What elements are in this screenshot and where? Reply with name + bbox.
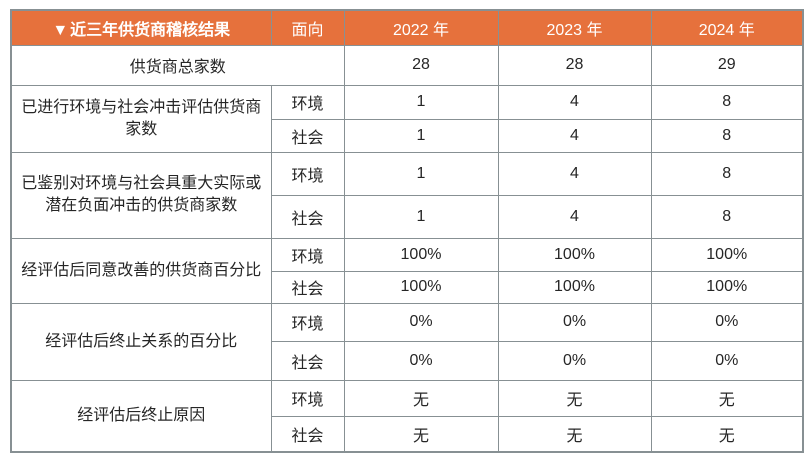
table-row: 已鉴别对环境与社会具重大实际或潜在负面冲击的供货商家数 环境 1 4 8 <box>10 151 804 239</box>
value-cell: 1 <box>343 118 499 153</box>
value-cell: 4 <box>497 194 652 239</box>
aspect-cell: 社会 <box>270 118 345 153</box>
supplier-audit-table: ▼ 近三年供货商稽核结果 面向 2022 年 2023 年 2024 年 供货商总… <box>10 9 804 453</box>
value-cell: 4 <box>497 84 652 120</box>
value-cell: 8 <box>650 151 804 196</box>
value-cell: 100% <box>343 237 499 272</box>
aspect-cell: 社会 <box>270 340 345 381</box>
value-cell: 0% <box>497 302 652 342</box>
aspect-cell: 环境 <box>270 84 345 120</box>
value-cell: 4 <box>497 118 652 153</box>
value-cell: 28 <box>343 44 499 86</box>
value-cell: 100% <box>650 270 804 304</box>
value-cell: 8 <box>650 118 804 153</box>
value-cell: 4 <box>497 151 652 196</box>
table-row: 社会 无 无 无 <box>11 415 804 453</box>
category-cell: 已进行环境与社会冲击评估供货商家数 <box>10 84 272 153</box>
value-cell: 8 <box>650 84 804 120</box>
value-cell: 100% <box>343 270 499 304</box>
value-cell: 100% <box>497 270 652 304</box>
value-cell: 8 <box>650 194 804 239</box>
value-cell: 0% <box>497 340 652 381</box>
table-row: 社会 0% 0% 0% <box>11 340 804 381</box>
table-row: 社会 1 4 8 <box>11 194 804 239</box>
value-cell: 无 <box>497 415 652 453</box>
category-cell: 经评估后终止原因 <box>10 379 272 453</box>
triangle-down-icon: ▼ <box>52 21 69 39</box>
value-cell: 100% <box>650 237 804 272</box>
value-cell: 1 <box>343 84 499 120</box>
aspect-cell: 环境 <box>270 302 345 342</box>
category-cell: 已鉴别对环境与社会具重大实际或潜在负面冲击的供货商家数 <box>10 151 272 239</box>
value-cell: 0% <box>343 340 499 381</box>
table-header-row: ▼ 近三年供货商稽核结果 面向 2022 年 2023 年 2024 年 <box>10 9 804 46</box>
value-cell: 1 <box>343 151 499 196</box>
value-cell: 29 <box>650 44 804 86</box>
aspect-cell: 社会 <box>270 415 345 453</box>
value-cell: 无 <box>650 379 804 417</box>
value-cell: 0% <box>650 340 804 381</box>
table-row: 已进行环境与社会冲击评估供货商家数 环境 1 4 8 <box>10 84 804 153</box>
aspect-cell: 环境 <box>270 379 345 417</box>
header-year-2024: 2024 年 <box>650 9 804 46</box>
value-cell: 无 <box>343 415 499 453</box>
value-cell: 无 <box>650 415 804 453</box>
table-row: 经评估后终止关系的百分比 环境 0% 0% 0% <box>10 302 804 381</box>
value-cell: 无 <box>497 379 652 417</box>
header-aspect-cell: 面向 <box>270 9 345 46</box>
header-year-2023: 2023 年 <box>497 9 652 46</box>
header-year-2022: 2022 年 <box>343 9 499 46</box>
total-label-cell: 供货商总家数 <box>10 44 345 86</box>
aspect-cell: 环境 <box>270 237 345 272</box>
aspect-cell: 环境 <box>270 151 345 196</box>
aspect-cell: 社会 <box>270 270 345 304</box>
value-cell: 1 <box>343 194 499 239</box>
table-title-cell: ▼ 近三年供货商稽核结果 <box>10 9 272 46</box>
category-cell: 经评估后终止关系的百分比 <box>10 302 272 381</box>
table-row: 经评估后终止原因 环境 无 无 无 <box>10 379 804 453</box>
value-cell: 0% <box>650 302 804 342</box>
value-cell: 100% <box>497 237 652 272</box>
value-cell: 无 <box>343 379 499 417</box>
value-cell: 28 <box>497 44 652 86</box>
table-row: 经评估后同意改善的供货商百分比 环境 100% 100% 100% <box>10 237 804 304</box>
aspect-cell: 社会 <box>270 194 345 239</box>
category-cell: 经评估后同意改善的供货商百分比 <box>10 237 272 304</box>
table-title: 近三年供货商稽核结果 <box>70 21 231 39</box>
value-cell: 0% <box>343 302 499 342</box>
table-row: 社会 1 4 8 <box>11 118 804 153</box>
total-suppliers-row: 供货商总家数 28 28 29 <box>10 44 804 86</box>
